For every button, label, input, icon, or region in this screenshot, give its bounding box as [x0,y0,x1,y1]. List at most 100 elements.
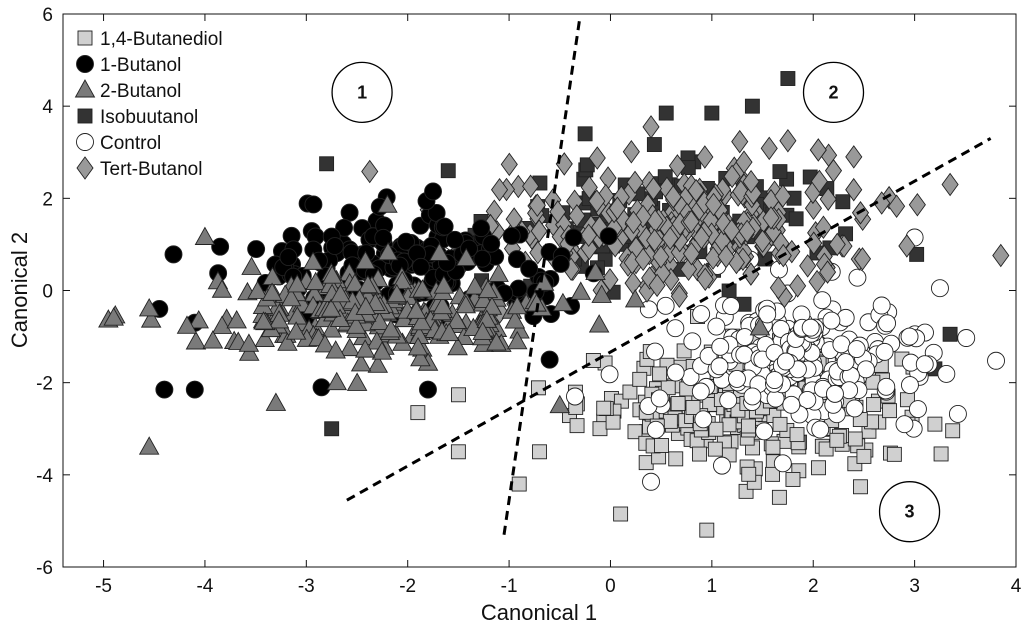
data-point [692,225,711,250]
data-point [472,321,493,340]
data-point [801,318,820,337]
data-point [412,279,433,298]
data-point [642,115,660,139]
data-point [202,330,224,349]
data-point [691,382,710,401]
data-point [644,176,663,201]
legend-marker [76,55,94,73]
data-point [155,380,174,399]
data-point [506,295,528,315]
data-point [811,420,830,439]
data-point [682,241,700,266]
legend-label: Control [100,133,161,154]
data-point [211,279,233,298]
divider-lines [346,16,992,535]
data-point [765,439,781,455]
data-point [103,307,124,326]
data-point [386,283,408,303]
data-point [435,217,454,236]
x-tick-label: -5 [95,576,112,597]
data-point [832,335,851,354]
data-point [424,182,442,201]
data-point [735,328,754,346]
data-point [410,405,426,421]
data-point [138,298,160,317]
data-point [377,194,398,213]
data-point [528,193,546,218]
data-point [717,244,735,269]
data-point [878,314,897,333]
data-point [941,172,959,197]
data-point [866,397,882,413]
data-point [429,242,450,261]
data-point [638,455,654,471]
region-circle [802,61,865,123]
x-tick-label: 3 [909,576,920,597]
x-axis-label: Canonical 1 [481,600,597,625]
data-point [340,203,359,222]
data-point [238,333,260,352]
region-label: 2 [829,82,839,102]
data-point [447,336,468,356]
data-point [666,319,685,338]
data-point [566,387,584,406]
data-point [596,400,612,416]
data-point [194,226,216,245]
data-point [411,257,430,276]
data-point [551,254,570,273]
data-point [755,422,774,441]
data-point [371,341,393,360]
data-point [836,353,855,371]
data-point [933,446,949,462]
data-point [346,372,368,391]
data-point [588,189,606,213]
data-point [646,228,664,253]
data-point [721,417,737,433]
data-point [652,245,670,269]
data-point [886,446,902,462]
data-point [540,350,559,369]
data-point [987,351,1005,370]
data-point [826,384,844,403]
data-point [211,315,233,334]
data-point [646,342,664,361]
data-point [711,337,730,356]
data-point [241,256,262,275]
data-point [704,246,722,270]
data-point [652,366,668,382]
data-point [687,178,705,203]
y-tick-label: -4 [36,466,53,487]
data-point [488,263,509,282]
data-point [140,309,162,328]
data-point [446,310,468,329]
legend-marker [77,30,93,46]
data-point [822,311,841,330]
data-point [247,240,266,258]
data-point [325,340,346,359]
data-point [268,310,290,329]
data-point [138,436,160,455]
data-point [824,158,843,183]
data-point [828,232,846,257]
legend-marker [76,156,94,180]
data-point [811,460,826,476]
y-tick-label: 0 [42,282,53,303]
legend-label: Isobuutanol [100,107,198,128]
data-point [789,274,807,298]
data-point [344,273,366,292]
legend-item: Isobuutanol [77,107,198,128]
data-point [188,310,209,329]
data-point [743,387,762,406]
data-point [506,330,528,350]
data-point [670,396,686,411]
y-tick-label: -2 [36,374,53,395]
data-point [304,195,323,214]
x-tick-label: -1 [501,576,518,597]
data-point [779,128,797,153]
data-point [664,185,682,209]
x-tick-label: 1 [707,576,718,597]
data-point [661,226,679,251]
legend-marker [76,133,94,151]
data-point [692,446,707,462]
